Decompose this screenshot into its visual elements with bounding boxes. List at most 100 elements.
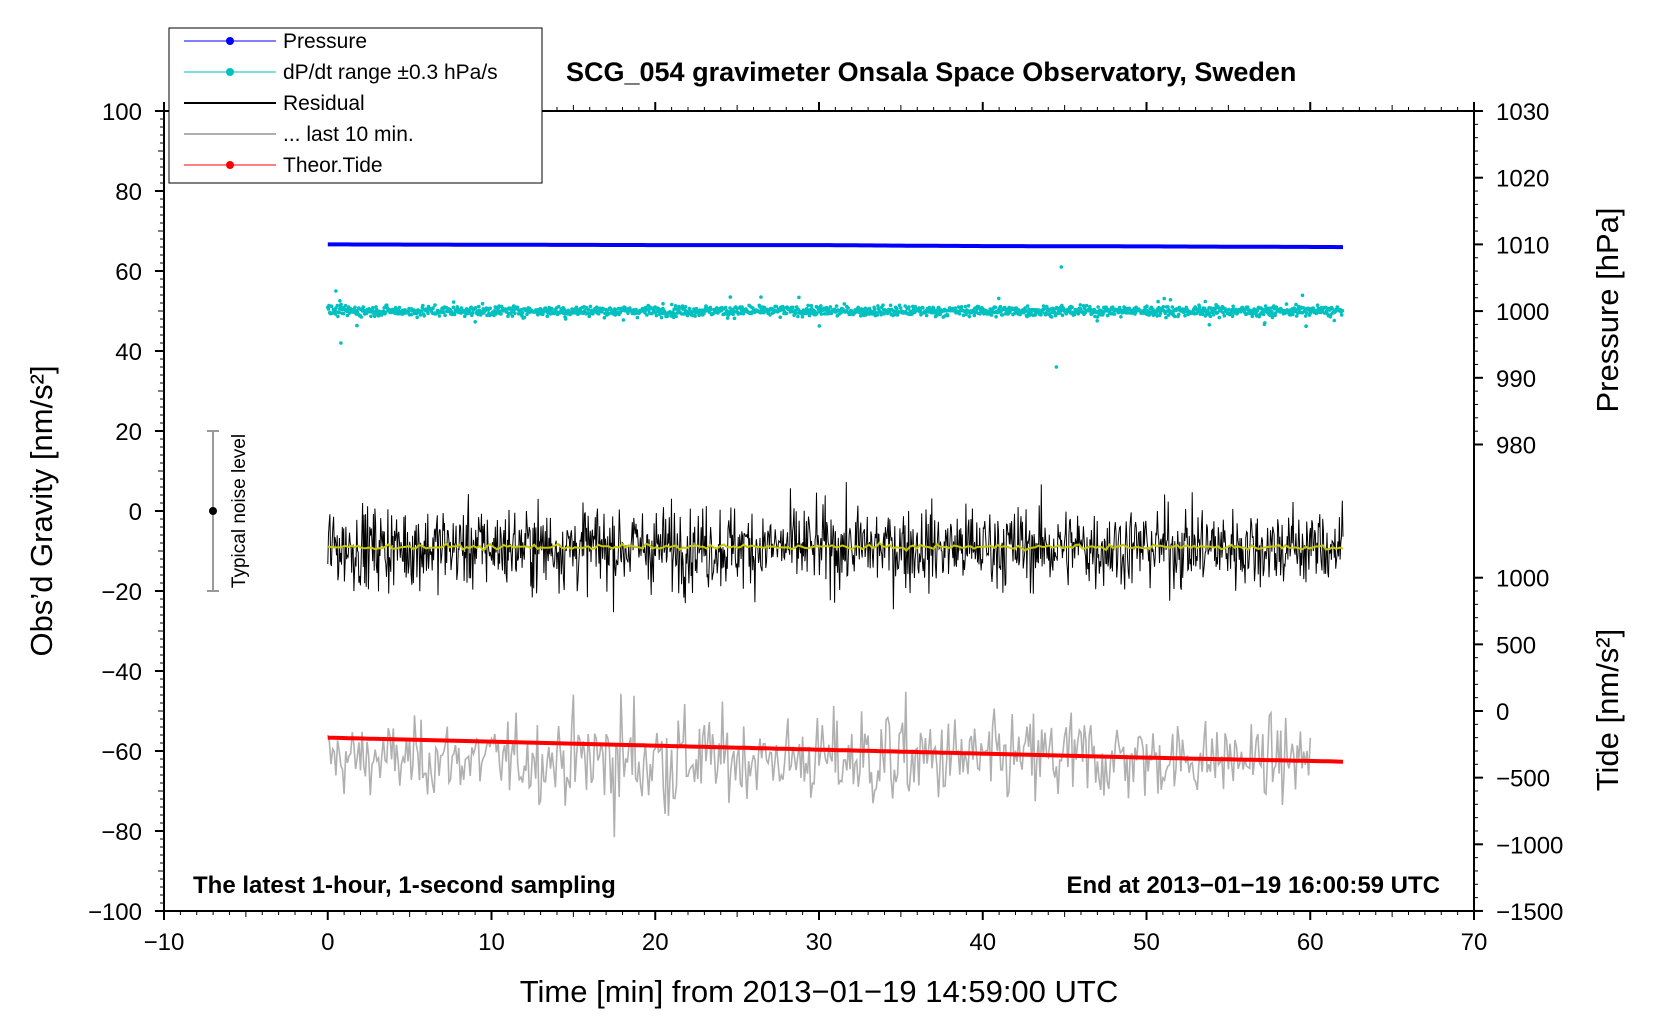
dpdt-point — [343, 303, 348, 308]
dpdt-point — [353, 305, 357, 310]
dpdt-point — [326, 305, 331, 310]
dpdt-point — [379, 313, 384, 317]
dpdt-point — [1166, 305, 1170, 309]
dpdt-point — [972, 313, 977, 318]
dpdt-point — [881, 303, 885, 308]
dpdt-point — [1053, 313, 1058, 318]
dpdt-point — [1023, 309, 1028, 313]
dpdt-point — [433, 303, 437, 307]
dpdt-point — [556, 304, 561, 309]
dpdt-point — [1279, 306, 1283, 311]
dpdt-point — [1268, 313, 1272, 318]
dpdt-point — [421, 303, 425, 308]
x-tick-label: 0 — [321, 929, 334, 956]
y-tick-label: −80 — [101, 819, 142, 846]
dpdt-point — [338, 299, 342, 303]
dpdt-point — [513, 311, 517, 316]
dpdt-point — [945, 313, 950, 318]
dpdt-point — [1119, 315, 1123, 319]
dpdt-point — [1050, 315, 1054, 319]
dpdt-point — [562, 307, 567, 312]
dpdt-point — [1168, 298, 1173, 302]
dpdt-point — [492, 308, 497, 313]
dpdt-point — [431, 306, 435, 310]
dpdt-point — [1078, 303, 1083, 307]
dpdt-point — [1213, 306, 1218, 311]
dpdt-point — [894, 312, 898, 317]
dpdt-point — [808, 311, 813, 316]
dpdt-point — [993, 305, 998, 310]
dpdt-point — [452, 312, 457, 317]
dpdt-point — [1198, 312, 1202, 316]
dpdt-point — [1303, 314, 1308, 318]
dpdt-point — [510, 310, 514, 314]
dpdt-point — [1023, 306, 1027, 310]
dpdt-point — [1156, 299, 1160, 304]
legend-item: dP/dt range ±0.3 hPa/s — [184, 61, 498, 84]
note-right: End at 2013−01−19 16:00:59 UTC — [1066, 872, 1440, 899]
dpdt-point — [723, 305, 728, 310]
dpdt-point — [794, 311, 798, 315]
dpdt-point — [451, 300, 456, 304]
dpdt-point — [1215, 310, 1220, 315]
dpdt-point — [1145, 312, 1149, 317]
dpdt-point — [372, 314, 377, 319]
legend-item: Pressure — [184, 30, 367, 53]
dpdt-point — [1305, 311, 1309, 315]
dpdt-point — [645, 313, 649, 317]
ticks-layer: −10 0 10 20 30 40 50 60 70100806040200−20−40−60−… — [88, 99, 1563, 956]
dpdt-point — [335, 303, 340, 308]
dpdt-point — [439, 310, 444, 315]
dpdt-point — [382, 306, 387, 310]
dpdt-point — [888, 303, 893, 308]
dpdt-point — [1162, 296, 1166, 301]
legend-label: dP/dt range ±0.3 hPa/s — [283, 61, 498, 84]
dpdt-point — [780, 304, 785, 309]
dpdt-point — [1270, 315, 1275, 320]
note-left: The latest 1-hour, 1-second sampling — [193, 872, 616, 899]
dpdt-point — [674, 314, 678, 319]
dpdt-point — [618, 310, 623, 315]
legend-label: Residual — [283, 92, 365, 115]
legend-marker — [226, 68, 234, 76]
dpdt-point — [966, 304, 971, 308]
dpdt-point — [714, 306, 719, 310]
series-residual — [327, 482, 1344, 613]
dpdt-point — [759, 295, 763, 299]
dpdt-point — [339, 302, 343, 307]
dpdt-point — [661, 301, 665, 306]
dpdt-point — [480, 301, 485, 306]
x-tick-label: 70 — [1461, 929, 1488, 956]
dpdt-point — [422, 313, 427, 318]
dpdt-point — [953, 306, 958, 311]
x-tick-label: 30 — [806, 929, 833, 956]
dpdt-point — [917, 306, 921, 310]
dpdt-point — [888, 310, 892, 314]
dpdt-point — [654, 313, 659, 318]
dpdt-point — [1284, 302, 1289, 306]
x-tick-label: −10 — [144, 929, 185, 956]
dpdt-point — [871, 310, 876, 315]
pressure-tick-label: 1020 — [1496, 166, 1549, 193]
legend-marker — [226, 161, 234, 169]
dpdt-point — [725, 316, 730, 320]
dpdt-point — [506, 314, 510, 319]
dpdt-point — [796, 314, 800, 319]
dpdt-point — [345, 313, 350, 318]
x-tick-label: 10 — [478, 929, 505, 956]
dpdt-point — [336, 314, 340, 319]
y-tick-label: −100 — [88, 899, 142, 926]
series-layer — [326, 242, 1345, 838]
dpdt-point — [819, 304, 823, 308]
dpdt-point — [739, 311, 743, 316]
y-tick-label: 20 — [115, 419, 142, 446]
dpdt-point — [1231, 304, 1235, 309]
dpdt-point — [464, 307, 469, 311]
legend-item: Theor.Tide — [184, 154, 383, 177]
dpdt-point — [797, 295, 801, 300]
dpdt-point — [359, 315, 364, 319]
dpdt-point — [1202, 306, 1207, 311]
dpdt-point — [1176, 312, 1181, 317]
dpdt-point — [374, 307, 379, 312]
